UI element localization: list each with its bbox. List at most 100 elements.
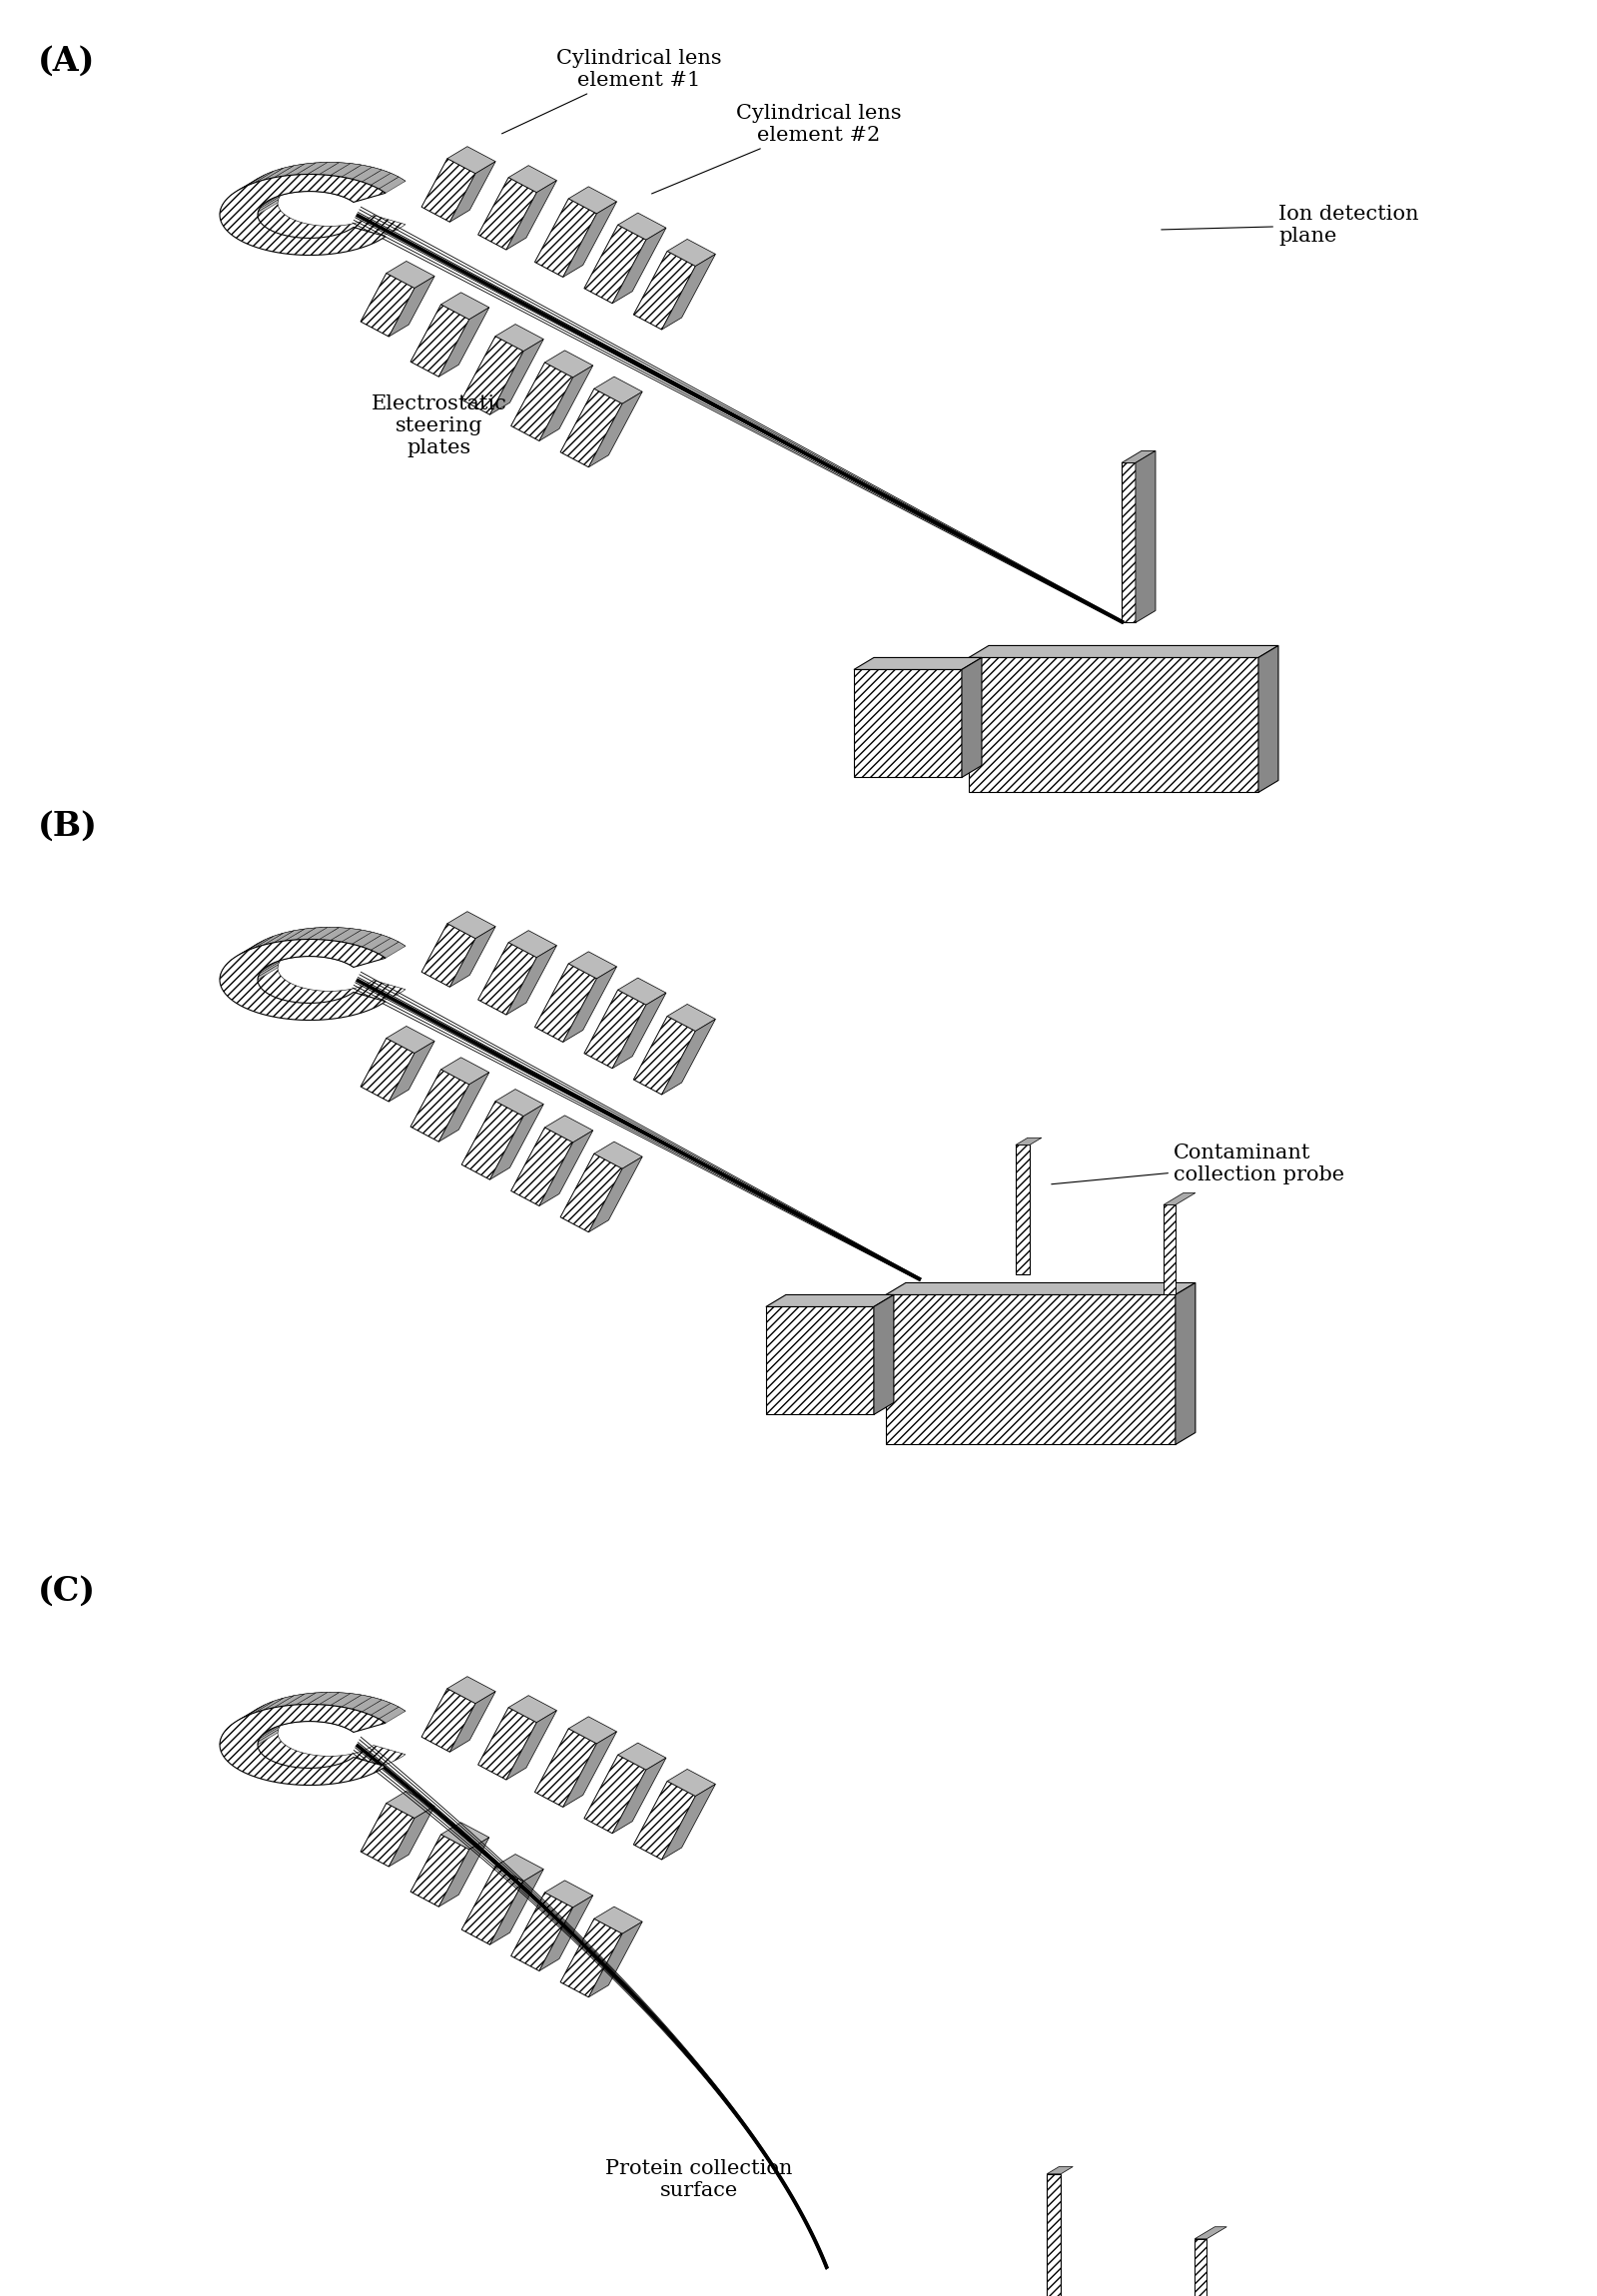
Polygon shape	[273, 930, 305, 944]
Polygon shape	[289, 181, 315, 193]
Polygon shape	[969, 657, 1258, 792]
Polygon shape	[351, 932, 382, 946]
Polygon shape	[545, 1880, 592, 1908]
Polygon shape	[540, 1130, 592, 1205]
Polygon shape	[307, 1692, 339, 1704]
Polygon shape	[361, 1038, 415, 1102]
Polygon shape	[668, 1770, 715, 1795]
Polygon shape	[668, 239, 715, 266]
Polygon shape	[1164, 1205, 1175, 1295]
Polygon shape	[540, 1896, 592, 1970]
Polygon shape	[321, 1711, 348, 1722]
Text: (B): (B)	[38, 810, 97, 843]
Polygon shape	[220, 1704, 385, 1786]
Polygon shape	[289, 946, 315, 957]
Text: Cylindrical lens
element #2: Cylindrical lens element #2	[652, 103, 902, 193]
Polygon shape	[447, 1676, 495, 1704]
Polygon shape	[265, 953, 287, 969]
Polygon shape	[240, 928, 406, 1008]
Polygon shape	[259, 1727, 279, 1743]
Polygon shape	[361, 1802, 415, 1867]
Polygon shape	[589, 393, 642, 466]
Polygon shape	[511, 363, 573, 441]
Polygon shape	[410, 305, 470, 377]
Polygon shape	[238, 174, 265, 191]
Polygon shape	[315, 944, 342, 957]
Polygon shape	[268, 951, 292, 967]
Polygon shape	[462, 335, 524, 416]
Polygon shape	[661, 1784, 715, 1860]
Polygon shape	[886, 1295, 1175, 1444]
Polygon shape	[334, 181, 359, 195]
Polygon shape	[439, 1837, 489, 1906]
Polygon shape	[327, 1711, 355, 1724]
Polygon shape	[447, 912, 495, 939]
Polygon shape	[612, 992, 666, 1068]
Text: (C): (C)	[38, 1575, 96, 1607]
Polygon shape	[220, 1722, 243, 1740]
Polygon shape	[441, 292, 489, 319]
Polygon shape	[506, 946, 557, 1015]
Polygon shape	[371, 1704, 399, 1720]
Polygon shape	[569, 951, 616, 978]
Polygon shape	[262, 191, 284, 207]
Polygon shape	[319, 928, 350, 941]
Polygon shape	[264, 930, 294, 946]
Polygon shape	[268, 186, 292, 200]
Polygon shape	[295, 1692, 327, 1704]
Polygon shape	[422, 1688, 476, 1752]
Polygon shape	[254, 168, 283, 184]
Polygon shape	[340, 948, 364, 962]
Polygon shape	[1195, 2227, 1226, 2239]
Polygon shape	[273, 163, 305, 177]
Polygon shape	[561, 1153, 623, 1233]
Polygon shape	[450, 161, 495, 223]
Polygon shape	[545, 351, 592, 377]
Polygon shape	[232, 1708, 257, 1724]
Polygon shape	[767, 1295, 894, 1306]
Polygon shape	[342, 930, 372, 944]
Polygon shape	[227, 184, 251, 200]
Polygon shape	[284, 163, 316, 177]
Polygon shape	[262, 955, 284, 971]
Polygon shape	[222, 953, 246, 969]
Polygon shape	[254, 932, 283, 948]
Polygon shape	[283, 946, 308, 960]
Polygon shape	[634, 1782, 696, 1860]
Polygon shape	[278, 948, 303, 962]
Polygon shape	[257, 1729, 278, 1745]
Polygon shape	[351, 168, 382, 181]
Polygon shape	[378, 941, 406, 957]
Polygon shape	[634, 1017, 696, 1095]
Polygon shape	[284, 1692, 316, 1706]
Text: Ion detection
plane: Ion detection plane	[1161, 204, 1418, 246]
Polygon shape	[259, 197, 279, 211]
Polygon shape	[612, 227, 666, 303]
Polygon shape	[388, 276, 434, 338]
Polygon shape	[594, 1141, 642, 1169]
Polygon shape	[227, 1713, 251, 1729]
Text: Contaminant
collection probe: Contaminant collection probe	[1051, 1143, 1345, 1185]
Polygon shape	[351, 1697, 382, 1713]
Polygon shape	[589, 1922, 642, 1998]
Polygon shape	[227, 948, 251, 964]
Polygon shape	[246, 1701, 273, 1717]
Polygon shape	[265, 188, 287, 204]
Polygon shape	[386, 1026, 434, 1054]
Polygon shape	[238, 1704, 265, 1720]
Polygon shape	[295, 163, 327, 174]
Polygon shape	[278, 1713, 303, 1727]
Polygon shape	[535, 964, 597, 1042]
Polygon shape	[508, 930, 557, 957]
Polygon shape	[661, 1019, 715, 1095]
Polygon shape	[564, 1731, 616, 1807]
Polygon shape	[240, 1692, 406, 1773]
Polygon shape	[273, 184, 297, 197]
Text: Protein collection
surface: Protein collection surface	[605, 2158, 792, 2200]
Polygon shape	[594, 377, 642, 404]
Polygon shape	[569, 1717, 616, 1743]
Polygon shape	[331, 1694, 361, 1706]
Polygon shape	[361, 273, 415, 338]
Text: Electrostatic
steering
plates: Electrostatic steering plates	[372, 395, 508, 457]
Polygon shape	[342, 165, 372, 179]
